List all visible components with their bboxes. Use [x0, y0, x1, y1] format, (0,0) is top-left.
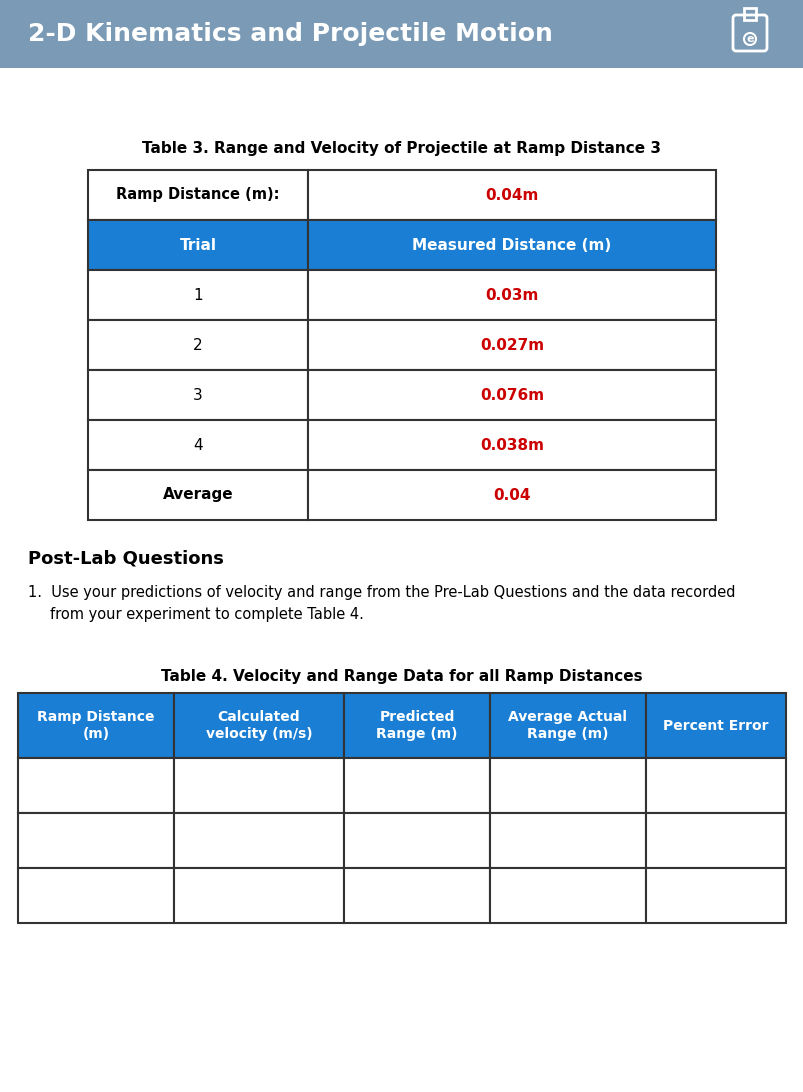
Bar — [18, 693, 173, 758]
Text: Predicted
Range (m): Predicted Range (m) — [376, 710, 457, 741]
Bar — [88, 219, 308, 270]
Bar — [308, 420, 715, 470]
Bar — [88, 420, 308, 470]
Bar — [645, 758, 785, 814]
Text: 0.03m: 0.03m — [485, 287, 538, 302]
Text: Table 3. Range and Velocity of Projectile at Ramp Distance 3: Table 3. Range and Velocity of Projectil… — [142, 141, 661, 155]
Bar — [308, 320, 715, 370]
Bar — [344, 693, 489, 758]
Bar — [308, 219, 715, 270]
Bar — [0, 0, 803, 68]
Bar — [489, 693, 645, 758]
Bar — [489, 868, 645, 923]
Text: 3: 3 — [193, 388, 202, 403]
Text: 2: 2 — [193, 337, 202, 353]
Text: Trial: Trial — [179, 237, 216, 252]
Bar — [88, 370, 308, 420]
Bar — [645, 693, 785, 758]
Text: Ramp Distance (m):: Ramp Distance (m): — [116, 188, 279, 202]
Bar — [645, 868, 785, 923]
Text: Average: Average — [162, 487, 233, 502]
Bar — [344, 758, 489, 814]
Bar — [489, 758, 645, 814]
Bar — [173, 758, 344, 814]
Bar — [18, 814, 173, 868]
Bar — [308, 370, 715, 420]
Bar — [344, 868, 489, 923]
Text: 0.076m: 0.076m — [479, 388, 544, 403]
Bar — [308, 270, 715, 320]
Text: 0.04: 0.04 — [492, 487, 530, 502]
Bar — [344, 814, 489, 868]
Text: Measured Distance (m): Measured Distance (m) — [412, 237, 611, 252]
Text: Average Actual
Range (m): Average Actual Range (m) — [507, 710, 626, 741]
Text: 1: 1 — [193, 287, 202, 302]
Text: 4: 4 — [193, 438, 202, 452]
Text: Percent Error: Percent Error — [662, 719, 768, 733]
Text: Ramp Distance
(m): Ramp Distance (m) — [37, 710, 154, 741]
Bar — [308, 470, 715, 520]
Text: 0.038m: 0.038m — [479, 438, 544, 452]
Text: e: e — [745, 34, 753, 44]
Bar — [173, 868, 344, 923]
Text: Calculated
velocity (m/s): Calculated velocity (m/s) — [206, 710, 312, 741]
Bar — [88, 320, 308, 370]
Bar — [88, 470, 308, 520]
Text: 0.027m: 0.027m — [479, 337, 544, 353]
Bar — [88, 170, 308, 219]
Bar — [18, 758, 173, 814]
Bar — [308, 170, 715, 219]
Bar — [173, 814, 344, 868]
Bar — [88, 270, 308, 320]
Text: 2-D Kinematics and Projectile Motion: 2-D Kinematics and Projectile Motion — [28, 22, 552, 46]
Bar — [743, 8, 755, 20]
Bar — [18, 868, 173, 923]
Bar — [645, 814, 785, 868]
Bar — [173, 693, 344, 758]
Bar — [489, 814, 645, 868]
Text: 1.  Use your predictions of velocity and range from the Pre-Lab Questions and th: 1. Use your predictions of velocity and … — [28, 585, 735, 600]
Text: from your experiment to complete Table 4.: from your experiment to complete Table 4… — [50, 607, 364, 622]
Text: Post-Lab Questions: Post-Lab Questions — [28, 550, 223, 568]
Text: 0.04m: 0.04m — [485, 188, 538, 202]
Text: Table 4. Velocity and Range Data for all Ramp Distances: Table 4. Velocity and Range Data for all… — [161, 669, 642, 685]
